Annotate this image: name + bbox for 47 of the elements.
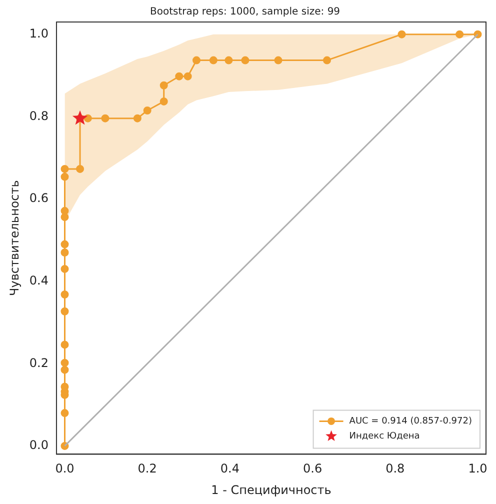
- point: [322, 56, 331, 64]
- point: [224, 56, 233, 64]
- y-tick-label: 0.4: [29, 273, 48, 288]
- y-tick-label: 0.8: [29, 108, 48, 123]
- point: [160, 81, 168, 90]
- point: [274, 56, 282, 64]
- y-tick-label: 1.0: [29, 26, 48, 40]
- legend-label: Индекс Юдена: [349, 432, 420, 442]
- point: [76, 164, 84, 173]
- point: [133, 114, 142, 122]
- point: [241, 56, 250, 64]
- x-tick-label: 1.0: [468, 462, 488, 476]
- x-tick-label: 0.8: [386, 462, 405, 476]
- point: [60, 172, 69, 181]
- legend-label: AUC = 0.914 (0.857-0.972): [349, 416, 472, 427]
- point: [456, 30, 464, 38]
- point: [72, 110, 88, 125]
- point: [184, 72, 192, 80]
- point: [60, 248, 69, 257]
- point: [84, 114, 92, 122]
- y-tick-label: 0.6: [29, 191, 48, 206]
- x-tick-label: 0.0: [55, 462, 74, 476]
- point: [60, 240, 69, 248]
- y-tick-label: 0.0: [29, 438, 48, 452]
- point: [60, 358, 69, 367]
- point: [398, 30, 406, 38]
- point: [60, 307, 69, 316]
- point: [143, 106, 152, 114]
- point: [60, 264, 69, 273]
- y-tick-label: 0.2: [29, 356, 48, 370]
- point: [101, 114, 110, 122]
- point: [60, 409, 69, 418]
- point: [175, 72, 184, 80]
- point: [60, 206, 69, 215]
- x-tick-label: 0.6: [302, 462, 322, 476]
- x-tick-label: 0.2: [138, 462, 157, 476]
- y-axis-title: Чувствительность: [7, 180, 22, 296]
- point: [209, 56, 218, 64]
- point: [192, 56, 200, 64]
- x-axis-title: 1 - Специфичность: [211, 482, 332, 497]
- point: [160, 97, 168, 106]
- point: [60, 366, 69, 374]
- x-tick-label: 0.4: [220, 462, 240, 476]
- chart-title: Bootstrap reps: 1000, sample size: 99: [150, 6, 340, 18]
- point: [60, 290, 69, 298]
- point: [60, 164, 69, 173]
- point: [60, 340, 69, 349]
